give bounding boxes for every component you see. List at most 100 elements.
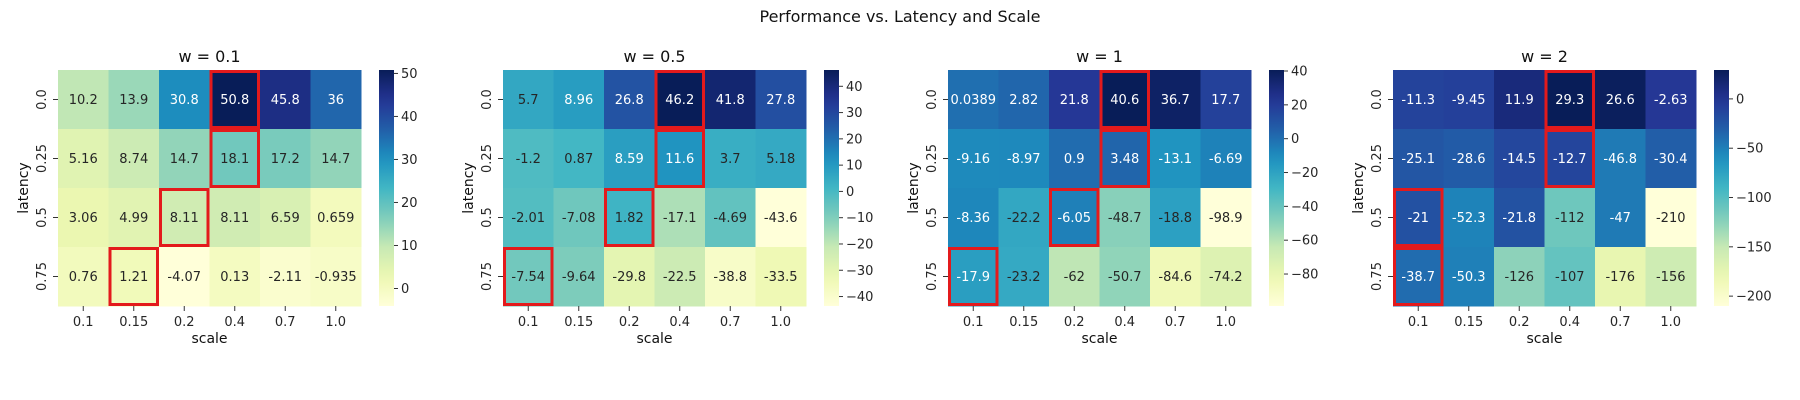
cell-value-label: -0.935	[315, 270, 357, 285]
heatmap-cell	[503, 129, 554, 189]
x-tick-label: 0.1	[518, 315, 539, 330]
cell-value-label: -22.5	[663, 270, 697, 285]
heatmap-cell	[604, 129, 655, 189]
heatmap-cell	[1443, 188, 1495, 248]
y-tick-label: 0.5	[925, 207, 940, 228]
panel-title: w = 1	[1076, 47, 1123, 66]
y-tick-label: 0.5	[35, 207, 50, 228]
cell-value-label: 0.87	[564, 152, 593, 167]
colorbar-tick-label: 50	[401, 67, 418, 82]
x-axis-label: scale	[1081, 331, 1117, 347]
y-tick-label: 0.75	[35, 262, 50, 291]
heatmap-cell	[1595, 129, 1646, 189]
heatmap-cell	[1595, 70, 1646, 130]
highlight-box	[159, 188, 210, 247]
heatmap-cell	[1393, 188, 1444, 248]
heatmap-cell	[260, 70, 311, 130]
heatmap-cell	[1494, 129, 1545, 189]
cell-value-label: -176	[1605, 270, 1635, 285]
y-tick-label: 0.75	[1370, 262, 1385, 291]
cell-value-label: -126	[1504, 270, 1534, 285]
x-axis-label: scale	[636, 331, 672, 347]
cell-value-label: -98.9	[1209, 211, 1243, 226]
cell-value-label: -22.2	[1007, 211, 1041, 226]
heatmap-cell	[705, 129, 756, 189]
cell-value-label: 3.7	[720, 152, 741, 167]
colorbar-tick-label: −60	[1291, 234, 1318, 249]
colorbar-tick-label: −20	[846, 237, 873, 252]
cell-value-label: -9.45	[1452, 93, 1486, 108]
heatmap-cell	[1049, 70, 1100, 130]
heatmap-cell	[755, 70, 807, 130]
heatmap-cell	[1150, 247, 1201, 307]
y-tick-label: 0.5	[480, 207, 495, 228]
x-axis-label: scale	[1526, 331, 1562, 347]
cell-value-label: 10.2	[69, 93, 98, 108]
heatmap-cell	[1443, 247, 1495, 307]
cell-value-label: -28.6	[1452, 152, 1486, 167]
cell-value-label: -62	[1064, 270, 1085, 285]
heatmap-cell	[1049, 129, 1100, 189]
cell-value-label: 8.74	[119, 152, 148, 167]
cell-value-label: 1.21	[119, 270, 148, 285]
heatmap-cell	[1494, 188, 1545, 248]
cell-value-label: -9.64	[562, 270, 596, 285]
heatmap-cell	[1150, 188, 1201, 248]
heatmap-cell	[310, 70, 362, 130]
cell-value-label: 50.8	[220, 93, 249, 108]
x-tick-label: 0.15	[1009, 315, 1038, 330]
highlight-box	[654, 129, 705, 188]
highlight-box	[209, 70, 260, 129]
heatmap-cell	[260, 129, 311, 189]
x-tick-label: 0.7	[1165, 315, 1186, 330]
cell-value-label: 1.82	[615, 211, 644, 226]
heatmap-cell	[654, 70, 706, 130]
heatmap-cell	[159, 188, 210, 248]
cell-value-label: -25.1	[1401, 152, 1435, 167]
heatmap-cell	[1443, 129, 1495, 189]
cell-value-label: -21.8	[1502, 211, 1536, 226]
cell-value-label: -46.8	[1603, 152, 1637, 167]
heatmap-cell	[1200, 129, 1252, 189]
highlight-box	[1393, 247, 1444, 306]
heatmap-cell	[209, 247, 261, 307]
colorbar-tick-label: 40	[846, 80, 863, 95]
cell-value-label: 17.2	[271, 152, 300, 167]
cell-value-label: -43.6	[764, 211, 798, 226]
heatmap-cell	[310, 247, 362, 307]
colorbar-tick-label: −40	[1291, 200, 1318, 215]
heatmap-cell	[209, 188, 261, 248]
heatmap-cell	[503, 247, 554, 307]
x-tick-label: 0.7	[1610, 315, 1631, 330]
cell-value-label: -84.6	[1158, 270, 1192, 285]
x-axis-label: scale	[191, 331, 227, 347]
y-tick-label: 0.0	[35, 89, 50, 110]
highlight-box	[503, 247, 554, 306]
colorbar-tick-label: −100	[1736, 191, 1772, 206]
highlight-box	[1049, 188, 1100, 247]
cell-value-label: 14.7	[321, 152, 350, 167]
y-axis-label: latency	[16, 162, 32, 213]
heatmap-cell	[998, 129, 1050, 189]
cell-value-label: -17.9	[956, 270, 990, 285]
figure-suptitle: Performance vs. Latency and Scale	[759, 7, 1040, 26]
heatmap-panels: w = 0.1 10.2 13.9 30.8 50.8 45.8 36 5.16 8.74 14.…	[16, 47, 1772, 347]
colorbar	[379, 70, 394, 306]
heatmap-cell	[310, 188, 362, 248]
x-tick-label: 0.4	[1114, 315, 1135, 330]
cell-value-label: -4.07	[167, 270, 201, 285]
heatmap-panel-4: w = 2 -11.3 -9.45 11.9 29.3 26.6 -2.63 -25.1 -28…	[1351, 47, 1772, 347]
cell-value-label: -74.2	[1209, 270, 1243, 285]
cell-value-label: -33.5	[764, 270, 798, 285]
cell-value-label: -12.7	[1553, 152, 1587, 167]
heatmap-cell	[705, 70, 756, 130]
heatmap-cell	[755, 188, 807, 248]
cell-value-label: -107	[1555, 270, 1585, 285]
cell-value-label: 36.7	[1161, 93, 1190, 108]
cell-value-label: -1.2	[516, 152, 541, 167]
x-tick-label: 0.7	[275, 315, 296, 330]
heatmap-cell	[998, 70, 1050, 130]
heatmap-cell	[1595, 188, 1646, 248]
cell-value-label: 41.8	[716, 93, 745, 108]
